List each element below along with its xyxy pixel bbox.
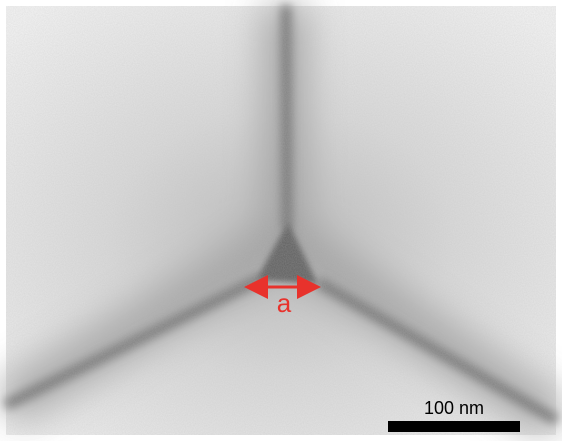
dimension-label: a <box>277 288 292 318</box>
image <box>6 6 556 435</box>
micrograph: a 100 nm <box>0 0 562 441</box>
scale-bar-label: 100 nm <box>424 398 484 418</box>
scale-bar <box>388 421 520 432</box>
